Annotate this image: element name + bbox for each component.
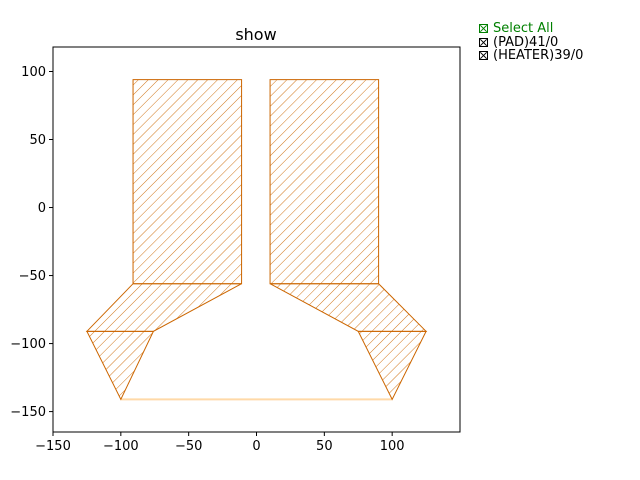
- x-tick-label: 50: [316, 439, 333, 454]
- y-tick-label: −50: [19, 269, 46, 284]
- shapes-layer: [85, 79, 428, 401]
- legend-item-label: (PAD)41/0: [493, 34, 559, 50]
- checkbox-icon[interactable]: [479, 37, 488, 47]
- select-all-toggle[interactable]: Select All: [479, 22, 583, 36]
- y-tick-label: 100: [21, 65, 46, 80]
- select-all-label: Select All: [493, 21, 554, 37]
- legend-item-pad[interactable]: (PAD)41/0: [479, 36, 583, 50]
- x-tick-label: −100: [103, 439, 139, 454]
- polygon-right-rect: [269, 79, 380, 285]
- axis-ticks: −150 −100 −50 0 50 100 100 50 0 −50 −100 −150: [10, 65, 404, 454]
- layer-legend: Select All (PAD)41/0 (HEATER)39/0: [479, 22, 583, 63]
- polygon-right-tip: [357, 330, 427, 401]
- polygon-left-mid: [85, 283, 242, 332]
- x-tick-label: −150: [35, 439, 71, 454]
- polygon-right-mid: [269, 283, 428, 332]
- polygon-left-rect: [132, 79, 243, 285]
- x-tick-label: 0: [252, 439, 260, 454]
- x-tick-label: 100: [380, 439, 405, 454]
- y-tick-label: 50: [29, 133, 46, 148]
- checkbox-icon[interactable]: [479, 51, 488, 61]
- x-tick-label: −50: [175, 439, 202, 454]
- checkbox-icon[interactable]: [479, 24, 488, 34]
- plot-title: show: [235, 25, 276, 44]
- legend-item-label: (HEATER)39/0: [493, 48, 584, 64]
- y-tick-label: −100: [10, 337, 46, 352]
- polygon-left-tip: [86, 330, 155, 401]
- y-tick-label: −150: [10, 405, 46, 420]
- legend-item-heater[interactable]: (HEATER)39/0: [479, 49, 583, 63]
- y-tick-label: 0: [38, 201, 46, 216]
